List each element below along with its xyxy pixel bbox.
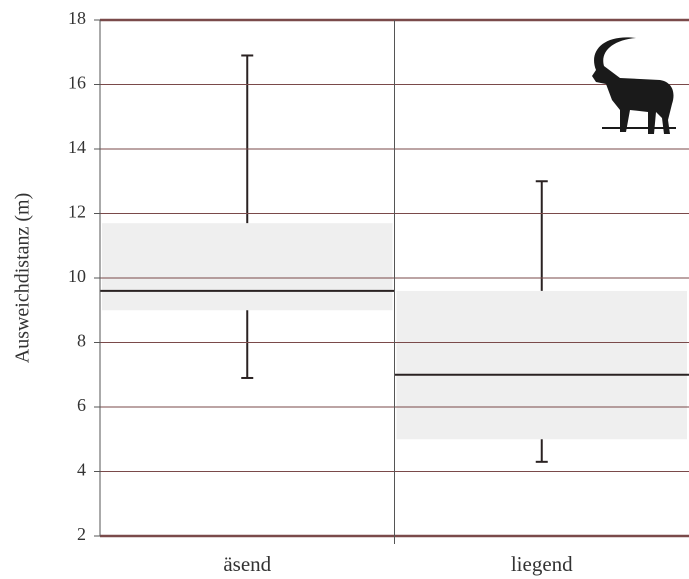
y-tick-label: 14 [68,137,86,157]
y-tick-label: 6 [77,395,86,415]
y-axis-label: Ausweichdistanz (m) [12,193,34,364]
x-tick-label: äsend [223,552,271,576]
y-tick-label: 16 [68,73,86,93]
y-tick-label: 12 [68,202,86,222]
y-tick-label: 8 [77,331,86,351]
y-tick-label: 2 [77,524,86,544]
box [102,223,393,311]
x-tick-label: liegend [511,552,573,576]
y-tick-label: 4 [77,460,86,480]
y-tick-label: 18 [68,8,86,28]
box [396,290,687,440]
ibex-icon [592,37,676,135]
y-tick-label: 10 [68,266,86,286]
